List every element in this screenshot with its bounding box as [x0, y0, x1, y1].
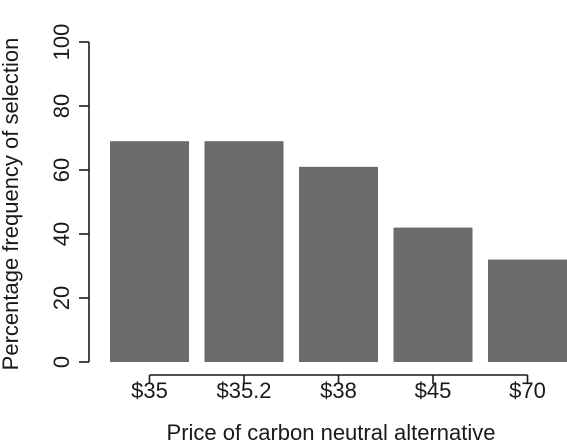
- bars-group: [110, 141, 567, 362]
- y-axis-label: Percentage frequency of selection: [0, 38, 23, 371]
- bar-38: [299, 166, 378, 362]
- bar-35-2: [204, 141, 284, 362]
- y-tick-label: 0: [49, 356, 74, 368]
- bar-35: [110, 141, 189, 362]
- x-tick-label: $38: [320, 378, 357, 403]
- x-axis: $35 $35.2 $38 $45 $70: [131, 374, 546, 403]
- y-tick-label: 80: [49, 94, 74, 118]
- bar-70: [488, 259, 567, 362]
- x-tick-label: $35.2: [216, 378, 271, 403]
- y-tick-label: 60: [49, 158, 74, 182]
- x-tick-label: $45: [415, 378, 452, 403]
- bar-45: [393, 227, 473, 362]
- y-tick-label: 20: [49, 286, 74, 310]
- y-tick-label: 100: [49, 24, 74, 61]
- x-axis-label: Price of carbon neutral alternative: [167, 420, 496, 441]
- x-tick-label: $35: [131, 378, 168, 403]
- y-axis: 0 20 40 60 80 100: [49, 24, 90, 368]
- x-tick-label: $70: [509, 378, 546, 403]
- y-tick-label: 40: [49, 222, 74, 246]
